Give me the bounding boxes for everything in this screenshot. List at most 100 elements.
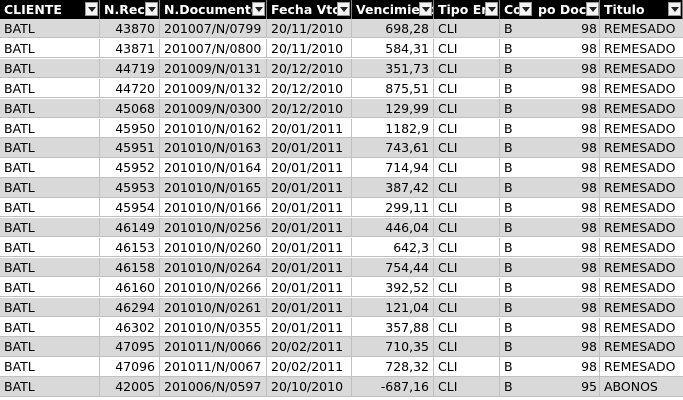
cell-importe[interactable]: 129,99 — [352, 98, 434, 118]
table-row[interactable]: BATL 44720 201009/N/0132 20/12/2010 875,51 CL… — [0, 78, 683, 99]
cell-importe[interactable]: 754,44 — [352, 257, 434, 278]
cell-nrecibo[interactable]: 45953 — [100, 178, 160, 198]
cell-tipo-entidad[interactable]: CLI — [434, 237, 500, 258]
cell-importe[interactable]: 642,3 — [352, 237, 434, 258]
table-row[interactable]: BATL 46158 201010/N/0264 20/01/2011 754,44 CL… — [0, 257, 683, 278]
cell-cliente[interactable]: BATL — [0, 178, 100, 198]
cell-codigo[interactable]: B — [500, 119, 534, 138]
filter-dropdown-icon[interactable] — [419, 2, 432, 16]
table-row[interactable]: BATL 46294 201010/N/0261 20/01/2011 121,04 CL… — [0, 297, 683, 317]
cell-cliente[interactable]: BATL — [0, 198, 100, 218]
cell-importe[interactable]: 392,52 — [352, 277, 434, 298]
cell-titulo[interactable]: REMESADO — [600, 79, 683, 99]
cell-cliente[interactable]: BATL — [0, 19, 100, 39]
cell-tipo-documento[interactable]: 98 — [534, 277, 600, 298]
cell-titulo[interactable]: REMESADO — [600, 19, 683, 39]
cell-importe[interactable]: 1182,9 — [352, 118, 434, 138]
cell-tipo-documento[interactable]: 98 — [534, 257, 600, 278]
cell-fecha-vto[interactable]: 20/01/2011 — [267, 198, 352, 218]
cell-titulo[interactable]: REMESADO — [600, 39, 683, 59]
filter-dropdown-icon[interactable] — [586, 2, 599, 16]
table-row[interactable]: BATL 47095 201011/N/0066 20/02/2011 710,35 CL… — [0, 337, 683, 357]
cell-cliente[interactable]: BATL — [0, 158, 100, 178]
cell-fecha-vto[interactable]: 20/02/2011 — [267, 337, 352, 357]
cell-titulo[interactable]: REMESADO — [600, 238, 683, 258]
cell-tipo-entidad[interactable]: CLI — [434, 98, 500, 118]
table-row[interactable]: BATL 45953 201010/N/0165 20/01/2011 387,42 CL… — [0, 178, 683, 198]
cell-importe[interactable]: 728,32 — [352, 357, 434, 377]
cell-codigo[interactable]: B — [500, 198, 534, 218]
table-row[interactable]: BATL 47096 201011/N/0067 20/02/2011 728,32 CL… — [0, 357, 683, 377]
cell-tipo-entidad[interactable]: CLI — [434, 138, 500, 158]
cell-fecha-vto[interactable]: 20/01/2011 — [267, 118, 352, 138]
cell-tipo-documento[interactable]: 98 — [534, 19, 600, 39]
cell-codigo[interactable]: B — [500, 79, 534, 99]
cell-ndocumento[interactable]: 201010/N/0266 — [160, 277, 267, 298]
cell-tipo-entidad[interactable]: CLI — [434, 178, 500, 198]
cell-codigo[interactable]: B — [500, 298, 534, 317]
cell-ndocumento[interactable]: 201011/N/0066 — [160, 337, 267, 357]
cell-importe[interactable]: 584,31 — [352, 38, 434, 59]
cell-titulo[interactable]: REMESADO — [600, 158, 683, 178]
cell-ndocumento[interactable]: 201010/N/0162 — [160, 118, 267, 138]
cell-ndocumento[interactable]: 201010/N/0260 — [160, 237, 267, 258]
cell-tipo-documento[interactable]: 98 — [534, 317, 600, 337]
cell-importe[interactable]: 299,11 — [352, 198, 434, 218]
cell-importe[interactable]: 714,94 — [352, 158, 434, 178]
cell-nrecibo[interactable]: 45954 — [100, 198, 160, 218]
cell-codigo[interactable]: B — [500, 178, 534, 198]
cell-cliente[interactable]: BATL — [0, 218, 100, 238]
cell-codigo[interactable]: B — [500, 158, 534, 178]
cell-nrecibo[interactable]: 43871 — [100, 38, 160, 59]
cell-nrecibo[interactable]: 45952 — [100, 158, 160, 178]
cell-importe[interactable]: 743,61 — [352, 138, 434, 158]
cell-cliente[interactable]: BATL — [0, 317, 100, 337]
cell-nrecibo[interactable]: 45951 — [100, 138, 160, 158]
cell-tipo-entidad[interactable]: CLI — [434, 38, 500, 59]
cell-fecha-vto[interactable]: 20/12/2010 — [267, 58, 352, 79]
cell-cliente[interactable]: BATL — [0, 297, 100, 317]
cell-codigo[interactable]: B — [500, 138, 534, 158]
cell-ndocumento[interactable]: 201010/N/0166 — [160, 198, 267, 218]
cell-codigo[interactable]: B — [500, 258, 534, 278]
cell-fecha-vto[interactable]: 20/10/2010 — [267, 377, 352, 397]
cell-tipo-entidad[interactable]: CLI — [434, 78, 500, 99]
cell-codigo[interactable]: B — [500, 357, 534, 377]
cell-ndocumento[interactable]: 201009/N/0132 — [160, 78, 267, 99]
table-row[interactable]: BATL 45950 201010/N/0162 20/01/2011 1182,9 CL… — [0, 118, 683, 138]
cell-tipo-documento[interactable]: 98 — [534, 337, 600, 357]
cell-ndocumento[interactable]: 201010/N/0256 — [160, 218, 267, 238]
table-row[interactable]: BATL 43871 201007/N/0800 20/11/2010 584,31 CL… — [0, 38, 683, 59]
cell-titulo[interactable]: REMESADO — [600, 278, 683, 298]
table-row[interactable]: BATL 45951 201010/N/0163 20/01/2011 743,61 CL… — [0, 138, 683, 158]
cell-nrecibo[interactable]: 44720 — [100, 78, 160, 99]
cell-importe[interactable]: 121,04 — [352, 297, 434, 317]
cell-nrecibo[interactable]: 46160 — [100, 277, 160, 298]
cell-fecha-vto[interactable]: 20/01/2011 — [267, 158, 352, 178]
cell-titulo[interactable]: REMESADO — [600, 218, 683, 238]
cell-tipo-entidad[interactable]: CLI — [434, 198, 500, 218]
table-row[interactable]: BATL 46149 201010/N/0256 20/01/2011 446,04 CL… — [0, 218, 683, 238]
filter-dropdown-icon[interactable] — [519, 2, 532, 16]
cell-tipo-entidad[interactable]: CLI — [434, 357, 500, 377]
cell-tipo-entidad[interactable]: CLI — [434, 58, 500, 79]
cell-tipo-documento[interactable]: 98 — [534, 357, 600, 377]
cell-importe[interactable]: 698,28 — [352, 19, 434, 39]
cell-codigo[interactable]: B — [500, 238, 534, 258]
cell-cliente[interactable]: BATL — [0, 98, 100, 118]
cell-tipo-documento[interactable]: 98 — [534, 78, 600, 99]
cell-tipo-entidad[interactable]: CLI — [434, 277, 500, 298]
cell-nrecibo[interactable]: 47096 — [100, 357, 160, 377]
table-row[interactable]: BATL 46302 201010/N/0355 20/01/2011 357,88 CL… — [0, 317, 683, 337]
cell-titulo[interactable]: REMESADO — [600, 119, 683, 138]
table-row[interactable]: BATL 45954 201010/N/0166 20/01/2011 299,11 CL… — [0, 198, 683, 218]
cell-codigo[interactable]: B — [500, 377, 534, 397]
cell-ndocumento[interactable]: 201007/N/0800 — [160, 38, 267, 59]
cell-nrecibo[interactable]: 43870 — [100, 19, 160, 39]
cell-tipo-entidad[interactable]: CLI — [434, 118, 500, 138]
cell-tipo-entidad[interactable]: CLI — [434, 218, 500, 238]
cell-importe[interactable]: 351,73 — [352, 58, 434, 79]
cell-cliente[interactable]: BATL — [0, 257, 100, 278]
cell-importe[interactable]: 387,42 — [352, 178, 434, 198]
cell-fecha-vto[interactable]: 20/02/2011 — [267, 357, 352, 377]
